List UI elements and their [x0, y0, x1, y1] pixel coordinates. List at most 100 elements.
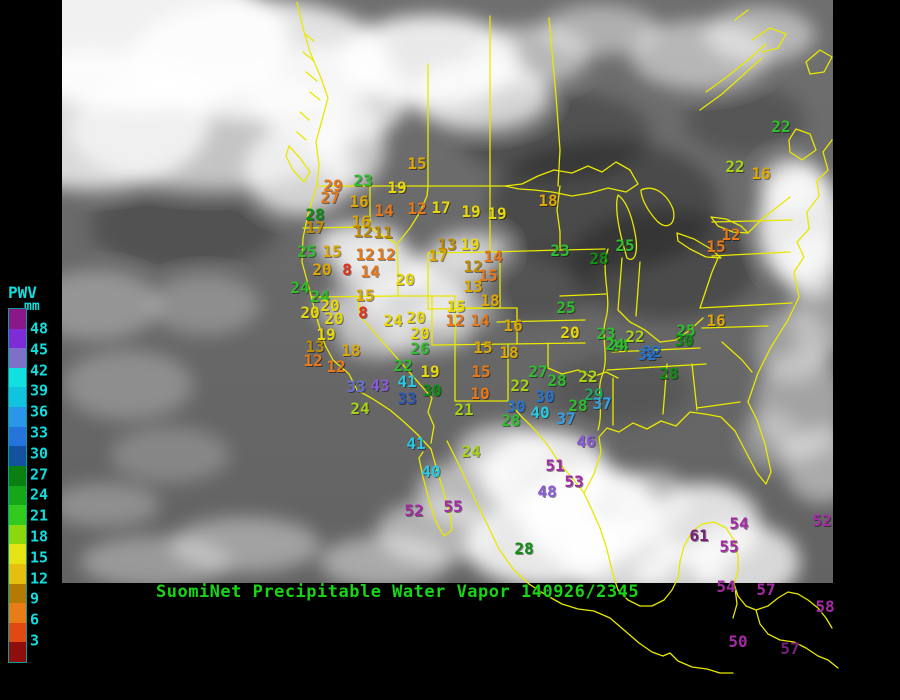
station-value: 12 [376, 245, 396, 264]
station-value: 20 [410, 324, 430, 343]
legend-value: 9 [30, 589, 40, 608]
station-value: 40 [421, 462, 441, 481]
station-value: 46 [576, 432, 596, 451]
station-value: 33 [346, 377, 366, 396]
legend-unit: mm [24, 299, 40, 314]
station-value: 57 [756, 580, 776, 599]
station-value: 16 [351, 212, 371, 231]
station-value: 40 [530, 403, 550, 422]
cloud-field [62, 0, 833, 583]
legend-value: 24 [30, 485, 49, 504]
station-value: 22 [510, 376, 530, 395]
station-value: 15 [355, 286, 375, 305]
station-value: 22 [771, 117, 791, 136]
station-value: 14 [360, 262, 380, 281]
station-value: 29 [584, 385, 604, 404]
station-value: 18 [538, 191, 558, 210]
map-title: SuomiNet Precipitable Water Vapor 140926… [156, 582, 640, 602]
legend-swatch [9, 309, 26, 330]
station-value: 16 [503, 316, 523, 335]
station-value: 55 [443, 497, 463, 516]
station-value: 30 [535, 387, 555, 406]
station-value: 26 [410, 339, 430, 358]
station-value: 13 [463, 277, 483, 296]
legend-swatch [9, 603, 26, 624]
station-value: 24 [461, 442, 481, 461]
station-value: 41 [406, 434, 426, 453]
station-value: 18 [480, 291, 500, 310]
legend-swatch [9, 387, 26, 408]
legend-swatch [9, 583, 26, 604]
station-value: 57 [780, 639, 800, 658]
station-value: 54 [729, 514, 749, 533]
station-value: 14 [374, 201, 394, 220]
station-value: 12 [353, 222, 373, 241]
legend-swatch [9, 622, 26, 643]
station-value: 28 [305, 205, 325, 224]
station-value: 30 [506, 397, 526, 416]
station-value: 20 [320, 296, 340, 315]
station-value: 12 [463, 257, 483, 276]
station-value: 32 [642, 342, 662, 361]
station-value: 12 [407, 199, 427, 218]
legend-value: 18 [30, 527, 49, 546]
legend-swatch [9, 407, 26, 428]
station-value: 21 [454, 400, 474, 419]
legend-value: 48 [30, 319, 49, 338]
station-value: 16 [751, 164, 771, 183]
legend-value: 27 [30, 465, 49, 484]
station-value: 17 [305, 218, 325, 237]
legend-value: 33 [30, 423, 49, 442]
station-value: 15 [322, 242, 342, 261]
station-value: 33 [397, 389, 417, 408]
station-value: 53 [564, 472, 584, 491]
station-value: 20 [395, 270, 415, 289]
legend-swatch [9, 446, 26, 467]
station-value: 27 [320, 188, 340, 207]
legend-swatch [9, 485, 26, 506]
legend-value: 3 [30, 631, 40, 650]
legend-value: 36 [30, 402, 49, 421]
station-value: 15 [478, 266, 498, 285]
station-value: 18 [341, 341, 361, 360]
station-value: 48 [537, 482, 557, 501]
legend-value: 12 [30, 569, 49, 588]
station-value: 54 [716, 577, 736, 596]
station-value: 19 [387, 178, 407, 197]
station-value: 37 [592, 394, 612, 413]
station-value: 37 [556, 409, 576, 428]
station-value: 12 [355, 245, 375, 264]
station-value: 43 [370, 376, 390, 395]
station-value: 19 [460, 235, 480, 254]
station-value: 61 [689, 526, 709, 545]
station-value: 25 [556, 298, 576, 317]
station-value: 16 [706, 311, 726, 330]
station-value: 17 [431, 198, 451, 217]
legend-value: 15 [30, 548, 49, 567]
station-value: 24 [310, 287, 330, 306]
station-value: 25 [615, 236, 635, 255]
station-value: 28 [568, 396, 588, 415]
legend-value: 39 [30, 381, 49, 400]
station-value: 12 [326, 357, 346, 376]
station-value: 28 [514, 539, 534, 558]
satellite-image [62, 0, 833, 583]
station-value: 20 [406, 308, 426, 327]
legend-value: 6 [30, 610, 40, 629]
station-value: 20 [324, 309, 344, 328]
station-value: 19 [461, 202, 481, 221]
station-value: 22 [578, 367, 598, 386]
legend-value: 45 [30, 340, 49, 359]
legend-swatch [9, 465, 26, 486]
station-value: 52 [404, 501, 424, 520]
station-value: 15 [473, 338, 493, 357]
station-value: 17 [428, 246, 448, 265]
station-value: 41 [397, 372, 417, 391]
station-value: 24 [350, 399, 370, 418]
station-value: 28 [501, 411, 521, 430]
station-value: 8 [342, 260, 352, 279]
station-value: 55 [719, 537, 739, 556]
station-value: 25 [676, 321, 696, 340]
station-value: 12 [721, 225, 741, 244]
station-value: 23 [550, 241, 570, 260]
